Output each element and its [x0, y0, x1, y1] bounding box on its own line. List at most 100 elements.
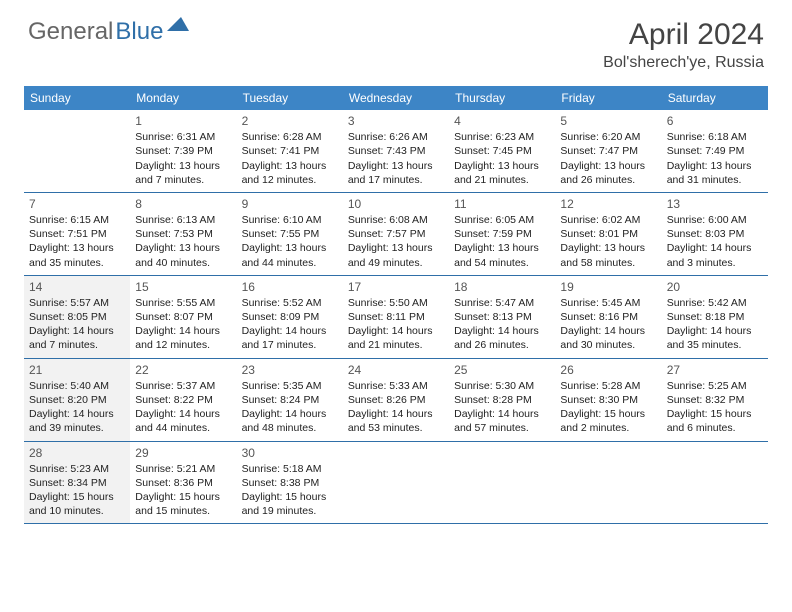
calendar-day-cell: 20Sunrise: 5:42 AMSunset: 8:18 PMDayligh…	[662, 276, 768, 358]
day-number: 30	[242, 445, 338, 461]
daylight-text: Daylight: 14 hours and 57 minutes.	[454, 407, 550, 435]
day-number: 15	[135, 279, 231, 295]
weeks-container: 1Sunrise: 6:31 AMSunset: 7:39 PMDaylight…	[24, 110, 768, 524]
calendar-day-cell: 16Sunrise: 5:52 AMSunset: 8:09 PMDayligh…	[237, 276, 343, 358]
calendar-day-cell: 9Sunrise: 6:10 AMSunset: 7:55 PMDaylight…	[237, 193, 343, 275]
day-number: 10	[348, 196, 444, 212]
daylight-text: Daylight: 14 hours and 12 minutes.	[135, 324, 231, 352]
daylight-text: Daylight: 15 hours and 2 minutes.	[560, 407, 656, 435]
calendar-day-cell: 10Sunrise: 6:08 AMSunset: 7:57 PMDayligh…	[343, 193, 449, 275]
sunset-text: Sunset: 7:41 PM	[242, 144, 338, 158]
day-number: 23	[242, 362, 338, 378]
calendar: Sunday Monday Tuesday Wednesday Thursday…	[24, 86, 768, 524]
calendar-day-cell: 14Sunrise: 5:57 AMSunset: 8:05 PMDayligh…	[24, 276, 130, 358]
sunset-text: Sunset: 7:55 PM	[242, 227, 338, 241]
daylight-text: Daylight: 15 hours and 19 minutes.	[242, 490, 338, 518]
sunset-text: Sunset: 7:47 PM	[560, 144, 656, 158]
sunrise-text: Sunrise: 6:08 AM	[348, 213, 444, 227]
calendar-day-cell	[449, 442, 555, 524]
page-header: General Blue April 2024 Bol'sherech'ye, …	[0, 0, 792, 80]
calendar-week-row: 7Sunrise: 6:15 AMSunset: 7:51 PMDaylight…	[24, 193, 768, 276]
sunset-text: Sunset: 8:24 PM	[242, 393, 338, 407]
calendar-day-cell: 25Sunrise: 5:30 AMSunset: 8:28 PMDayligh…	[449, 359, 555, 441]
daylight-text: Daylight: 14 hours and 26 minutes.	[454, 324, 550, 352]
weekday-header: Wednesday	[343, 86, 449, 110]
sunset-text: Sunset: 8:16 PM	[560, 310, 656, 324]
sunrise-text: Sunrise: 6:05 AM	[454, 213, 550, 227]
calendar-week-row: 1Sunrise: 6:31 AMSunset: 7:39 PMDaylight…	[24, 110, 768, 193]
day-number: 19	[560, 279, 656, 295]
daylight-text: Daylight: 13 hours and 49 minutes.	[348, 241, 444, 269]
sunset-text: Sunset: 8:11 PM	[348, 310, 444, 324]
sunset-text: Sunset: 7:49 PM	[667, 144, 763, 158]
calendar-day-cell: 26Sunrise: 5:28 AMSunset: 8:30 PMDayligh…	[555, 359, 661, 441]
calendar-day-cell: 1Sunrise: 6:31 AMSunset: 7:39 PMDaylight…	[130, 110, 236, 192]
logo-triangle-icon	[167, 14, 189, 42]
calendar-day-cell: 23Sunrise: 5:35 AMSunset: 8:24 PMDayligh…	[237, 359, 343, 441]
day-number: 25	[454, 362, 550, 378]
daylight-text: Daylight: 15 hours and 6 minutes.	[667, 407, 763, 435]
daylight-text: Daylight: 13 hours and 26 minutes.	[560, 159, 656, 187]
day-number: 18	[454, 279, 550, 295]
weekday-header: Saturday	[662, 86, 768, 110]
calendar-day-cell: 7Sunrise: 6:15 AMSunset: 7:51 PMDaylight…	[24, 193, 130, 275]
calendar-day-cell: 22Sunrise: 5:37 AMSunset: 8:22 PMDayligh…	[130, 359, 236, 441]
sunset-text: Sunset: 8:18 PM	[667, 310, 763, 324]
daylight-text: Daylight: 13 hours and 58 minutes.	[560, 241, 656, 269]
day-number: 13	[667, 196, 763, 212]
day-number: 8	[135, 196, 231, 212]
calendar-day-cell: 13Sunrise: 6:00 AMSunset: 8:03 PMDayligh…	[662, 193, 768, 275]
calendar-day-cell: 29Sunrise: 5:21 AMSunset: 8:36 PMDayligh…	[130, 442, 236, 524]
day-number: 4	[454, 113, 550, 129]
sunset-text: Sunset: 8:30 PM	[560, 393, 656, 407]
sunrise-text: Sunrise: 5:33 AM	[348, 379, 444, 393]
daylight-text: Daylight: 14 hours and 21 minutes.	[348, 324, 444, 352]
sunrise-text: Sunrise: 6:00 AM	[667, 213, 763, 227]
calendar-week-row: 14Sunrise: 5:57 AMSunset: 8:05 PMDayligh…	[24, 276, 768, 359]
sunrise-text: Sunrise: 6:26 AM	[348, 130, 444, 144]
day-number: 21	[29, 362, 125, 378]
sunrise-text: Sunrise: 5:55 AM	[135, 296, 231, 310]
day-number: 16	[242, 279, 338, 295]
weekday-header: Friday	[555, 86, 661, 110]
day-number: 3	[348, 113, 444, 129]
day-number: 9	[242, 196, 338, 212]
sunrise-text: Sunrise: 5:25 AM	[667, 379, 763, 393]
day-number: 17	[348, 279, 444, 295]
sunrise-text: Sunrise: 6:10 AM	[242, 213, 338, 227]
sunset-text: Sunset: 7:43 PM	[348, 144, 444, 158]
sunrise-text: Sunrise: 5:23 AM	[29, 462, 125, 476]
calendar-day-cell: 4Sunrise: 6:23 AMSunset: 7:45 PMDaylight…	[449, 110, 555, 192]
sunrise-text: Sunrise: 6:28 AM	[242, 130, 338, 144]
day-number: 7	[29, 196, 125, 212]
logo-text-general: General	[28, 18, 113, 46]
sunrise-text: Sunrise: 5:52 AM	[242, 296, 338, 310]
title-block: April 2024 Bol'sherech'ye, Russia	[603, 18, 764, 72]
day-number: 20	[667, 279, 763, 295]
daylight-text: Daylight: 13 hours and 12 minutes.	[242, 159, 338, 187]
sunrise-text: Sunrise: 5:30 AM	[454, 379, 550, 393]
weekday-header: Monday	[130, 86, 236, 110]
sunset-text: Sunset: 8:05 PM	[29, 310, 125, 324]
sunset-text: Sunset: 8:22 PM	[135, 393, 231, 407]
sunset-text: Sunset: 7:53 PM	[135, 227, 231, 241]
sunrise-text: Sunrise: 5:57 AM	[29, 296, 125, 310]
calendar-day-cell: 21Sunrise: 5:40 AMSunset: 8:20 PMDayligh…	[24, 359, 130, 441]
sunrise-text: Sunrise: 5:50 AM	[348, 296, 444, 310]
location-text: Bol'sherech'ye, Russia	[603, 54, 764, 72]
day-number: 2	[242, 113, 338, 129]
daylight-text: Daylight: 14 hours and 17 minutes.	[242, 324, 338, 352]
sunrise-text: Sunrise: 5:21 AM	[135, 462, 231, 476]
sunrise-text: Sunrise: 5:42 AM	[667, 296, 763, 310]
day-number: 29	[135, 445, 231, 461]
sunset-text: Sunset: 8:34 PM	[29, 476, 125, 490]
calendar-day-cell: 30Sunrise: 5:18 AMSunset: 8:38 PMDayligh…	[237, 442, 343, 524]
sunset-text: Sunset: 8:03 PM	[667, 227, 763, 241]
sunrise-text: Sunrise: 5:37 AM	[135, 379, 231, 393]
calendar-day-cell: 17Sunrise: 5:50 AMSunset: 8:11 PMDayligh…	[343, 276, 449, 358]
day-number: 27	[667, 362, 763, 378]
sunrise-text: Sunrise: 5:35 AM	[242, 379, 338, 393]
sunrise-text: Sunrise: 6:02 AM	[560, 213, 656, 227]
day-number: 11	[454, 196, 550, 212]
weekday-header: Tuesday	[237, 86, 343, 110]
